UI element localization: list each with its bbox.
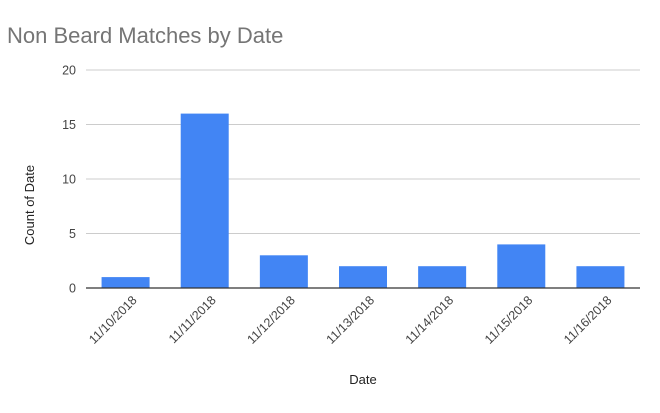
y-tick-label-15: 15 [62,118,76,132]
x-tick-label-11-12-2018: 11/12/2018 [244,293,298,347]
x-tick-label-11-10-2018: 11/10/2018 [86,293,140,347]
y-axis-title: Count of Date [22,165,37,245]
y-axis-ticks: 0 5 10 15 20 [62,64,76,296]
y-tick-label-0: 0 [69,282,76,296]
x-tick-label-11-15-2018: 11/15/2018 [482,293,536,347]
bar-11-12-2018 [259,255,308,288]
x-tick-label-11-16-2018: 11/16/2018 [561,293,615,347]
bar-11-16-2018 [576,266,625,288]
x-tick-label-11-13-2018: 11/13/2018 [324,293,378,347]
x-tick-label-11-11-2018: 11/11/2018 [166,293,219,346]
y-tick-label-10: 10 [62,173,76,187]
x-tick-label-11-14-2018: 11/14/2018 [403,293,457,347]
bar-11-13-2018 [339,266,387,288]
bar-11-11-2018 [180,113,229,288]
x-axis-title: Date [349,372,376,387]
bar-11-10-2018 [101,277,150,288]
bar-11-15-2018 [497,244,546,288]
x-axis-ticks: 11/10/2018 11/11/2018 11/12/2018 11/13/2018… [86,293,614,347]
y-tick-label-20: 20 [62,64,76,78]
bars [101,113,625,288]
gridlines [86,69,640,234]
chart-title: Non Beard Matches by Date [7,23,283,48]
bar-11-14-2018 [418,266,467,288]
y-tick-label-5: 5 [69,227,76,241]
